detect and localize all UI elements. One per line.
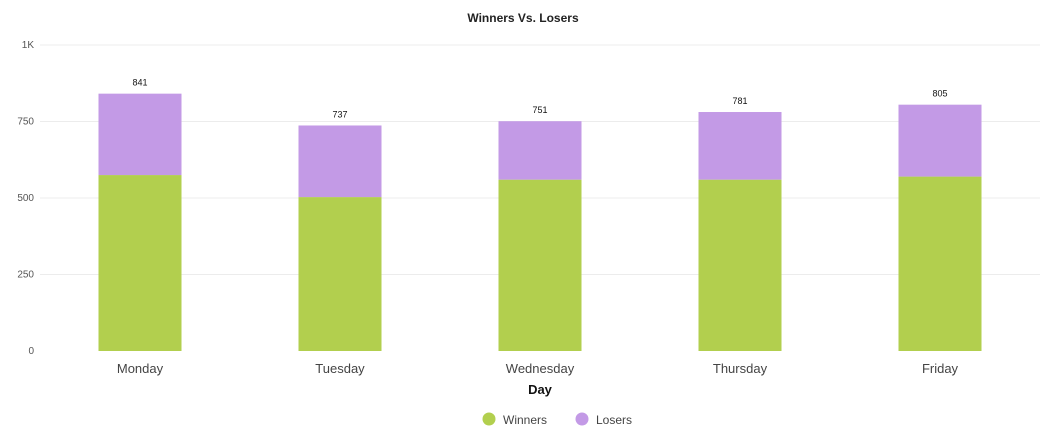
x-axis-title: Day [528,382,553,397]
bar-losers-tuesday [298,125,382,198]
bar-losers-wednesday [498,121,582,180]
data-labels: 841 737 751 781 805 [132,78,947,120]
total-label: 805 [932,89,947,99]
bar-winners-thursday [698,179,782,351]
bar-winners-monday [98,175,182,351]
bar-winners-friday [898,176,982,351]
legend-label-winners: Winners [503,413,547,427]
y-tick-label: 250 [17,270,34,281]
chart-title: Winners Vs. Losers [467,11,579,25]
bar-winners-wednesday [498,179,582,351]
legend-label-losers: Losers [596,413,632,427]
x-tick-label: Tuesday [315,361,365,376]
x-tick-label: Wednesday [506,361,575,376]
y-axis-ticks: 0 250 500 750 1K [17,40,34,357]
legend-marker-losers [575,412,589,426]
legend: Winners Losers [482,412,632,427]
y-tick-label: 750 [17,117,34,128]
bar-losers-thursday [698,112,782,180]
total-label: 737 [332,109,347,119]
x-tick-label: Friday [922,361,959,376]
bar-winners-tuesday [298,197,382,351]
y-tick-label: 500 [17,193,34,204]
bar-losers-monday [98,93,182,176]
y-tick-label: 1K [22,40,35,51]
legend-marker-winners [482,412,496,426]
total-label: 751 [532,105,547,115]
total-label: 781 [732,96,747,106]
bar-losers-friday [898,104,982,177]
bars [98,93,982,351]
total-label: 841 [132,78,147,88]
x-tick-label: Thursday [713,361,768,376]
x-tick-label: Monday [117,361,164,376]
y-tick-label: 0 [28,346,34,357]
x-axis-ticks: Monday Tuesday Wednesday Thursday Friday [117,361,959,376]
